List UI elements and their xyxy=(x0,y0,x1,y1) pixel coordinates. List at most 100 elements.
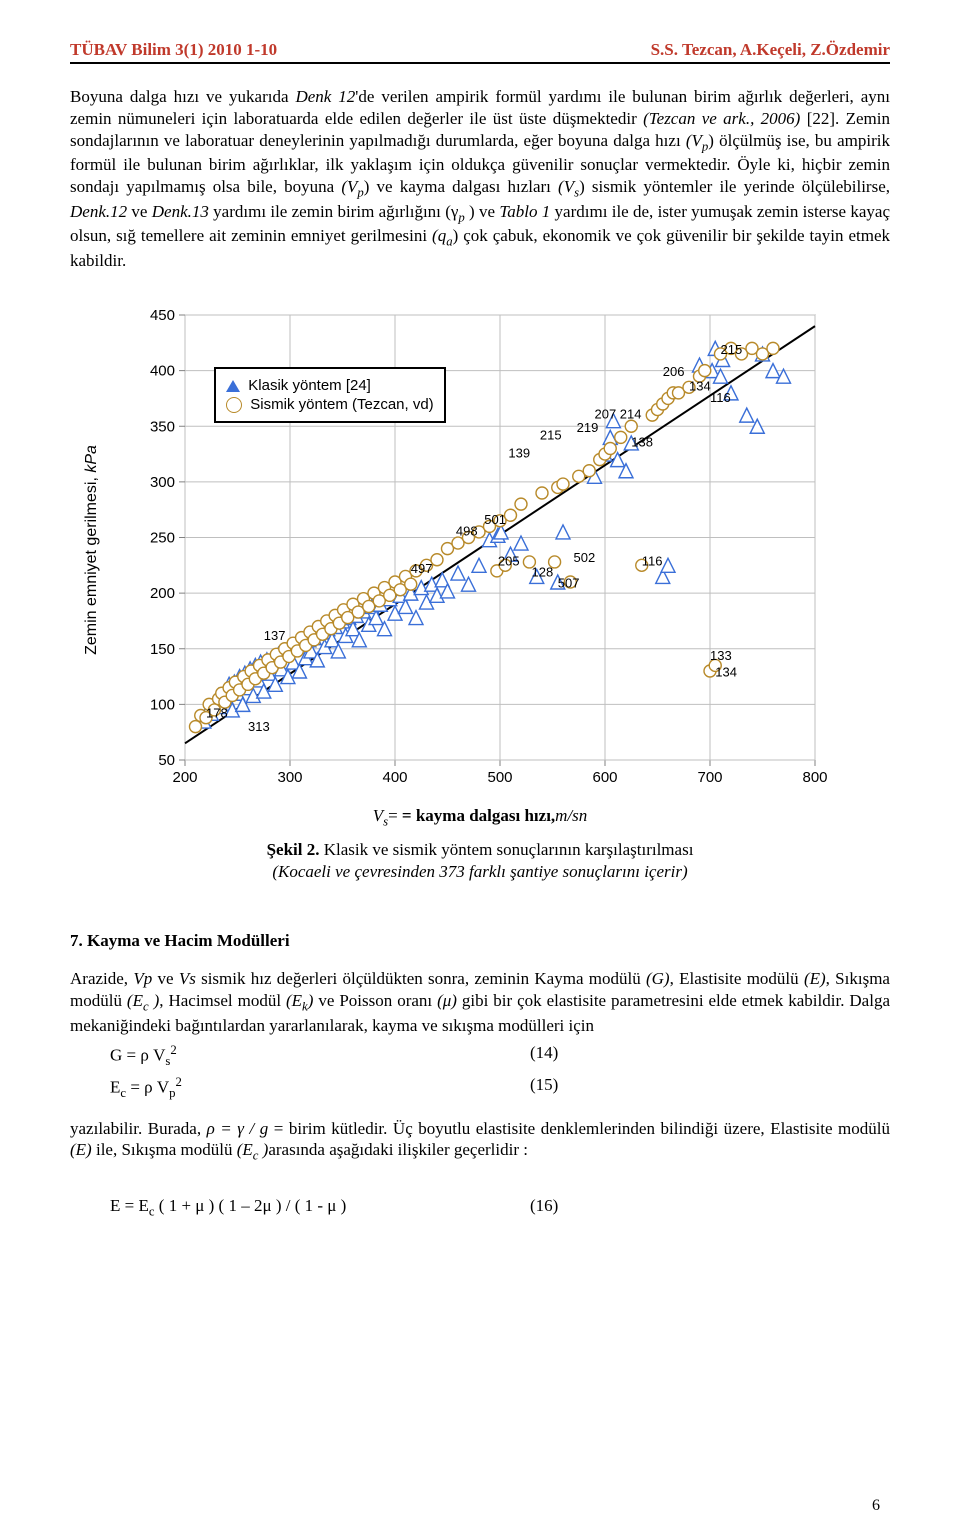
text: ve xyxy=(127,202,152,221)
svg-text:215: 215 xyxy=(721,342,743,357)
text: E = E xyxy=(110,1196,149,1215)
text: G = ρ V xyxy=(110,1045,165,1064)
authors: S.S. Tezcan, A.Keçeli, Z.Özdemir xyxy=(651,40,890,60)
svg-text:450: 450 xyxy=(150,307,175,324)
text: Denk.12 xyxy=(70,202,127,221)
section-7-p1: Arazide, Vp ve Vs sismik hız değerleri ö… xyxy=(70,968,890,1036)
page-header: TÜBAV Bilim 3(1) 2010 1-10 S.S. Tezcan, … xyxy=(70,40,890,60)
circle-icon xyxy=(226,397,242,413)
legend-label: Sismik yöntem (Tezcan, vd) xyxy=(250,396,433,413)
svg-text:300: 300 xyxy=(150,474,175,491)
legend-item-klasik: Klasik yöntem [24] xyxy=(226,377,433,394)
text: (V xyxy=(558,177,574,196)
scatter-chart: Zemin emniyet gerilmesi, kPa 20030040050… xyxy=(130,300,830,800)
text: ve xyxy=(152,969,179,988)
text: ( 1 + μ ) ( 1 – 2μ ) / ( 1 - μ ) xyxy=(155,1196,347,1215)
svg-text:350: 350 xyxy=(150,418,175,435)
text: ile, Sıkışma modülü xyxy=(92,1140,237,1159)
text: sismik hız değerleri ölçüldükten sonra, … xyxy=(196,969,646,988)
svg-text:700: 700 xyxy=(697,769,722,786)
text: kPa xyxy=(83,445,100,473)
text: ) ve kayma dalgası hızları xyxy=(364,177,558,196)
text: (E xyxy=(286,991,302,1010)
eq-number: (14) xyxy=(530,1043,558,1069)
text: E xyxy=(110,1077,120,1096)
text: (E) xyxy=(804,969,826,988)
x-axis-label: Vs= = kayma dalgası hızı,m/sn xyxy=(70,806,890,829)
text: = kayma dalgası hızı, xyxy=(402,806,555,825)
svg-text:207 214: 207 214 xyxy=(595,406,642,421)
page-number: 6 xyxy=(872,1497,880,1515)
svg-text:206: 206 xyxy=(663,364,685,379)
svg-text:300: 300 xyxy=(277,769,302,786)
equation-16: E = Ec ( 1 + μ ) ( 1 – 2μ ) / ( 1 - μ ) … xyxy=(110,1196,890,1219)
text: (Tezcan ve ark., 2006) xyxy=(643,109,800,128)
legend-label: Klasik yöntem [24] xyxy=(248,377,371,394)
text: = birim kütledir. Üç boyutlu elastisite … xyxy=(274,1119,890,1138)
text: (G) xyxy=(646,969,670,988)
text: (V xyxy=(686,131,702,150)
text: (E) xyxy=(70,1140,92,1159)
svg-text:116: 116 xyxy=(710,390,731,405)
svg-text:507: 507 xyxy=(558,575,580,590)
eq-number: (16) xyxy=(530,1196,558,1219)
text: Vs xyxy=(179,969,196,988)
text: V xyxy=(373,806,383,825)
svg-text:502: 502 xyxy=(574,550,596,565)
eq-number: (15) xyxy=(530,1075,558,1101)
svg-text:116: 116 xyxy=(642,553,663,568)
svg-text:250: 250 xyxy=(150,529,175,546)
text: Şekil 2. xyxy=(267,840,320,859)
text: Denk 12 xyxy=(295,87,355,106)
svg-text:498: 498 xyxy=(456,523,478,538)
svg-text:497: 497 xyxy=(411,561,433,576)
text: ve Poisson oranı xyxy=(313,991,437,1010)
svg-text:134: 134 xyxy=(715,664,737,679)
svg-text:215: 215 xyxy=(540,427,562,442)
triangle-icon xyxy=(226,380,240,392)
text: Vp xyxy=(133,969,152,988)
svg-text:600: 600 xyxy=(592,769,617,786)
text: (E xyxy=(127,991,143,1010)
text: , Hacimsel modül xyxy=(159,991,286,1010)
svg-text:400: 400 xyxy=(382,769,407,786)
header-rule xyxy=(70,62,890,64)
svg-text:138: 138 xyxy=(631,434,653,449)
section-7-title: 7. Kayma ve Hacim Modülleri xyxy=(70,931,890,951)
svg-text:133: 133 xyxy=(710,648,732,663)
text: Arazide, xyxy=(70,969,133,988)
svg-text:150: 150 xyxy=(150,641,175,658)
figure-2: Zemin emniyet gerilmesi, kPa 200 300 400 50… xyxy=(70,300,890,884)
svg-text:50: 50 xyxy=(158,752,175,769)
text: (μ) xyxy=(437,991,457,1010)
text: (V xyxy=(341,177,357,196)
legend-item-sismik: Sismik yöntem (Tezcan, vd) xyxy=(226,396,433,413)
text: = ρ V xyxy=(126,1077,169,1096)
svg-text:501: 501 xyxy=(484,512,506,527)
text: Boyuna dalga hızı ve yukarıda xyxy=(70,87,295,106)
text: 2 xyxy=(170,1043,176,1057)
text: (E xyxy=(237,1140,253,1159)
text: , Elastisite modülü xyxy=(670,969,804,988)
svg-text:200: 200 xyxy=(172,769,197,786)
text: Tablo 1 xyxy=(499,202,550,221)
text: yazılabilir. Burada, xyxy=(70,1119,207,1138)
svg-text:205: 205 xyxy=(498,553,520,568)
svg-text:178: 178 xyxy=(206,706,228,721)
chart-legend: Klasik yöntem [24] Sismik yöntem (Tezcan… xyxy=(214,367,445,423)
text: 2 xyxy=(176,1075,182,1089)
section-7-p2: yazılabilir. Burada, ρ = γ / g = birim k… xyxy=(70,1118,890,1164)
text: Zemin emniyet gerilmesi, xyxy=(83,472,100,654)
svg-text:139: 139 xyxy=(508,445,530,460)
svg-text:137: 137 xyxy=(264,628,286,643)
y-axis-label: Zemin emniyet gerilmesi, kPa xyxy=(83,445,101,655)
svg-text:100: 100 xyxy=(150,696,175,713)
text: ) ve xyxy=(465,202,500,221)
text: yardımı ile zemin birim ağırlığını (γ xyxy=(209,202,458,221)
text: (q xyxy=(432,226,446,245)
text: ) xyxy=(258,1140,268,1159)
text: m/sn xyxy=(555,806,587,825)
journal-ref: TÜBAV Bilim 3(1) 2010 1-10 xyxy=(70,40,277,60)
svg-text:219: 219 xyxy=(577,420,599,435)
text: ) sismik yöntemler ile yerinde ölçülebil… xyxy=(579,177,890,196)
